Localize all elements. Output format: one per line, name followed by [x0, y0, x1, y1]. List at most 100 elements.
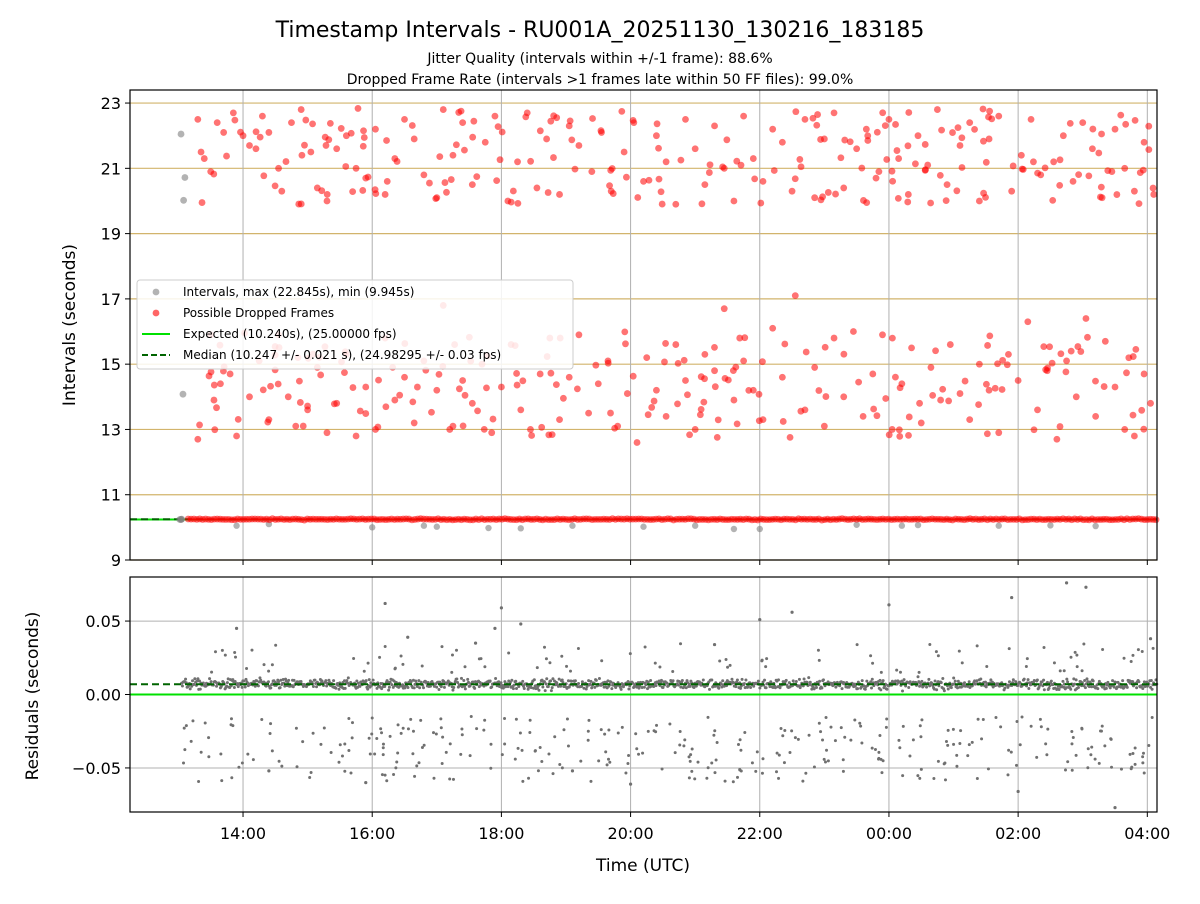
dropped-point [296, 399, 304, 406]
residual-point [529, 686, 533, 690]
residual-point [684, 686, 688, 690]
dropped-point [653, 386, 660, 394]
residual-point [337, 687, 341, 691]
residual-point [946, 743, 950, 747]
dropped-point [588, 168, 596, 175]
residual-point [541, 685, 545, 689]
interval-point [420, 522, 428, 529]
dropped-point [372, 190, 380, 198]
dropped-point [459, 422, 467, 430]
residual-point [880, 771, 884, 775]
dropped-point [797, 407, 805, 415]
residual-point [489, 742, 493, 746]
residual-point [779, 726, 783, 730]
residual-point [566, 744, 570, 748]
residual-point [1133, 762, 1137, 766]
residual-point [958, 742, 962, 746]
residual-point [879, 688, 883, 692]
dropped-point [420, 171, 428, 179]
residual-point [863, 687, 867, 691]
residual-point [346, 681, 350, 685]
residual-point [528, 718, 532, 722]
residual-point [1047, 686, 1051, 690]
residual-point [1133, 746, 1137, 750]
residual-point [1117, 685, 1121, 689]
residual-point [1075, 653, 1079, 657]
residual-point [352, 656, 356, 660]
dropped-point [873, 128, 881, 136]
dropped-point [337, 125, 345, 132]
residual-point [957, 649, 961, 653]
residual-point [985, 665, 989, 669]
residual-point [1014, 680, 1018, 684]
dropped-point [211, 426, 219, 434]
dropped-point [296, 377, 303, 385]
dropped-point [349, 188, 357, 196]
dropped-point [629, 372, 637, 380]
residual-point [624, 771, 628, 775]
dropped-point [811, 364, 819, 371]
residual-point [701, 678, 705, 682]
dropped-point [1048, 359, 1056, 367]
residual-point [1090, 745, 1094, 749]
dropped-point [326, 119, 334, 127]
dropped-point [556, 416, 563, 424]
residual-point [860, 741, 864, 745]
residual-point [396, 751, 400, 755]
residual-point [668, 722, 672, 726]
dropped-point [932, 347, 939, 355]
dropped-point [489, 415, 497, 423]
dropped-point [840, 184, 848, 192]
residual-point [442, 685, 446, 689]
dropped-point [896, 384, 904, 392]
dropped-point [883, 156, 891, 163]
residual-point [768, 685, 772, 689]
residual-point [1136, 648, 1140, 652]
residual-point [336, 683, 340, 687]
dropped-point [986, 107, 993, 115]
residual-point [979, 677, 983, 681]
dropped-point [653, 132, 660, 140]
residual-point [943, 761, 947, 765]
dropped-point [1121, 426, 1129, 433]
dropped-point [409, 398, 417, 406]
dropped-point [259, 112, 266, 120]
residual-point [362, 669, 366, 673]
residual-point [942, 689, 946, 693]
dropped-point [961, 377, 969, 385]
residual-point [655, 723, 659, 727]
dropped-point [514, 158, 521, 166]
residual-point [387, 688, 391, 692]
residual-point [606, 757, 610, 761]
residual-point [599, 728, 603, 732]
residual-point [885, 687, 889, 691]
residual-point [182, 726, 186, 730]
residual-point [568, 669, 572, 673]
dropped-point [1034, 169, 1041, 177]
dropped-point [410, 419, 418, 427]
dropped-point [1053, 435, 1061, 443]
residual-point [1042, 688, 1046, 692]
residual-point [717, 686, 721, 690]
residual-point [824, 716, 828, 720]
residual-point [345, 679, 349, 683]
residual-point [742, 682, 746, 686]
residual-point [984, 685, 988, 689]
residual-point [399, 731, 403, 735]
dropped-point [933, 106, 941, 113]
residual-point [507, 651, 511, 655]
residual-point [482, 684, 486, 688]
residual-point [381, 742, 385, 746]
dropped-point [922, 166, 929, 174]
residual-point [637, 686, 641, 690]
dropped-point [323, 429, 331, 437]
residual-point [396, 723, 400, 727]
dropped-point [364, 173, 372, 181]
residual-point [1011, 678, 1015, 682]
residual-point [719, 682, 723, 686]
residual-point [970, 740, 974, 744]
dropped-point [347, 129, 355, 137]
residual-point [981, 718, 985, 722]
dropped-point [1089, 125, 1097, 133]
residual-point [760, 658, 764, 662]
